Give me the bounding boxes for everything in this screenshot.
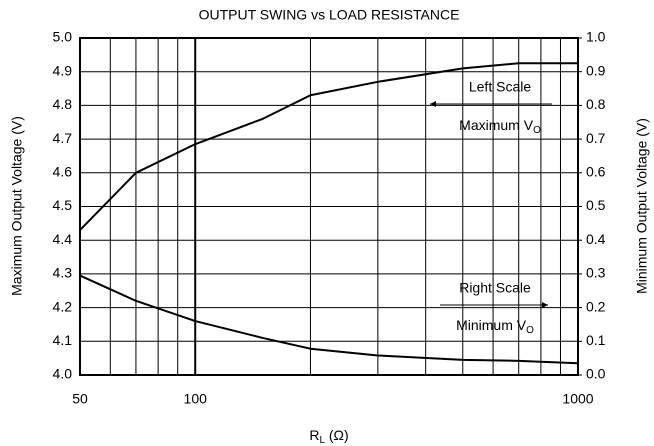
y-tick-label: 4.3	[53, 265, 73, 281]
y2-tick-label: 0.5	[586, 197, 606, 213]
y2-tick-label: 0.8	[586, 96, 606, 112]
y-tick-label: 5.0	[53, 29, 73, 45]
annotation: Left Scale	[469, 79, 531, 95]
y-tick-label: 4.4	[53, 231, 73, 247]
y-tick-label: 4.2	[53, 298, 73, 314]
data-line	[79, 62, 578, 231]
y2-tick-label: 0.9	[586, 62, 606, 78]
y-axis-label: Maximum Output Voltage (V)	[9, 116, 25, 296]
x-tick-label: 50	[72, 391, 88, 407]
y2-tick-label: 0.0	[586, 366, 606, 382]
y-tick-label: 4.9	[53, 62, 73, 78]
y-tick-label: 4.6	[53, 164, 73, 180]
y-tick-label: 4.5	[53, 197, 73, 213]
chart-title: OUTPUT SWING vs LOAD RESISTANCE	[199, 7, 460, 23]
plot-frame	[79, 37, 579, 376]
y-tick-label: 4.0	[53, 366, 73, 382]
annotation: Maximum VO	[459, 117, 541, 136]
annotation: Right Scale	[459, 280, 531, 296]
annotation: Minimum VO	[456, 317, 534, 336]
y2-tick-label: 0.3	[586, 265, 606, 281]
data-line	[79, 274, 579, 365]
y2-tick-label: 0.7	[586, 130, 606, 146]
y-tick-label: 4.7	[53, 130, 73, 146]
y-tick-label: 4.8	[53, 96, 73, 112]
x-axis-label: RL (Ω)	[309, 427, 348, 446]
y-tick-label: 4.1	[53, 332, 73, 348]
y2-tick-label: 0.2	[586, 298, 606, 314]
x-tick-label: 100	[184, 391, 208, 407]
y2-tick-label: 0.1	[586, 332, 606, 348]
x-tick-label: 1000	[562, 391, 593, 407]
y2-tick-label: 0.6	[586, 164, 606, 180]
annotations: Left Scale Maximum VO Right Scale Minimu…	[430, 79, 552, 336]
y2-tick-label: 1.0	[586, 29, 606, 45]
y2-axis-label: Minimum Output Voltage (V)	[634, 118, 650, 294]
y2-tick-label: 0.4	[586, 231, 606, 247]
